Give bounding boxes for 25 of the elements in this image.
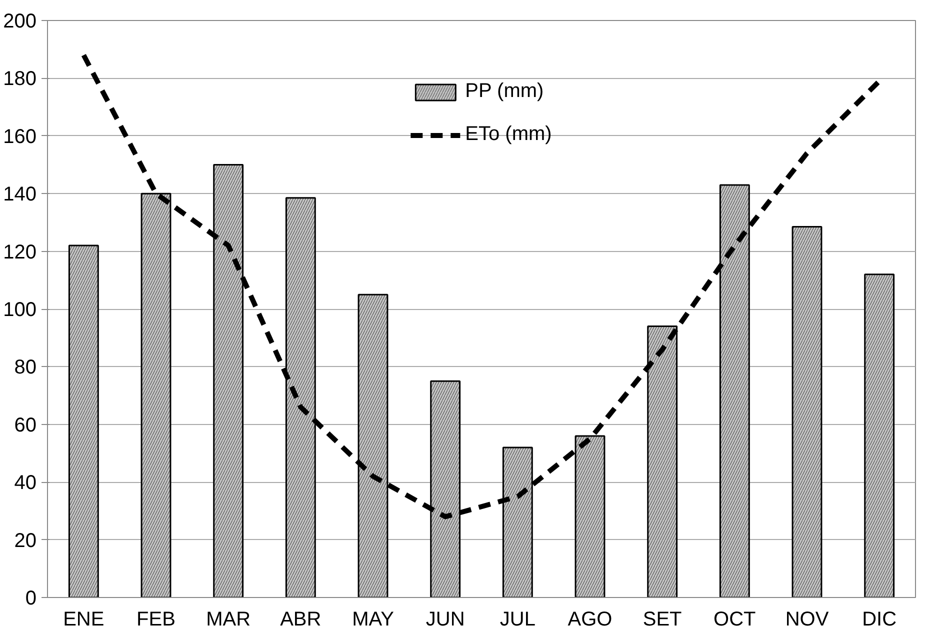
y-tick-label: 0	[25, 588, 36, 610]
x-tick-label: ENE	[63, 608, 104, 630]
x-tick-label: MAY	[352, 608, 394, 630]
y-tick-label: 20	[14, 530, 37, 552]
legend-label: PP (mm)	[465, 80, 544, 103]
x-tick-label: SET	[642, 608, 682, 630]
y-tick-label: 80	[14, 356, 37, 379]
legend-label: ETo (mm)	[465, 123, 552, 146]
x-tick-label: ABR	[280, 608, 322, 630]
y-tick-label: 120	[3, 241, 37, 264]
y-tick-label: 60	[14, 414, 37, 436]
x-tick-label: NOV	[785, 608, 830, 630]
y-tick-label: 40	[14, 472, 37, 494]
y-tick-label: 100	[3, 299, 37, 321]
x-tick-label: FEB	[136, 608, 176, 630]
y-tick-label: 160	[3, 126, 37, 148]
y-tick-label: 180	[3, 68, 37, 90]
x-tick-label: OCT	[714, 608, 756, 630]
x-tick-label: JUN	[426, 608, 465, 630]
y-tick-label: 140	[3, 184, 37, 206]
x-tick-label: JUL	[500, 608, 536, 630]
x-tick-label: AGO	[568, 608, 612, 630]
x-tick-label: MAR	[206, 608, 251, 630]
x-tick-label: DIC	[862, 608, 897, 630]
y-tick-label: 200	[3, 10, 37, 32]
